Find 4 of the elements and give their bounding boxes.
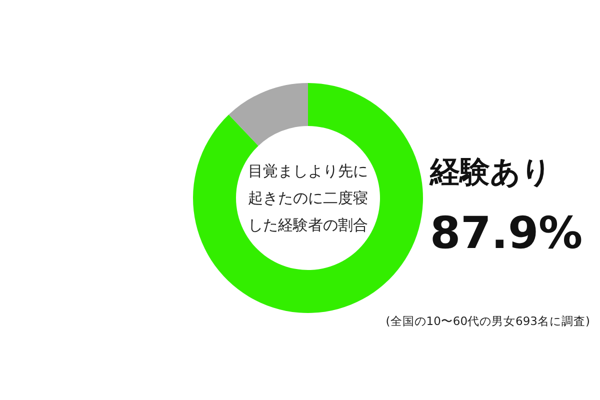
text: 目覚ましより先に起きたのに二度寝した経験者の割合	[248, 162, 368, 234]
text: (全国の10〜60代の男女693名に調査)	[386, 314, 590, 328]
data-label: 87.9%	[430, 208, 583, 259]
slice-label: 経験あり	[429, 155, 552, 190]
